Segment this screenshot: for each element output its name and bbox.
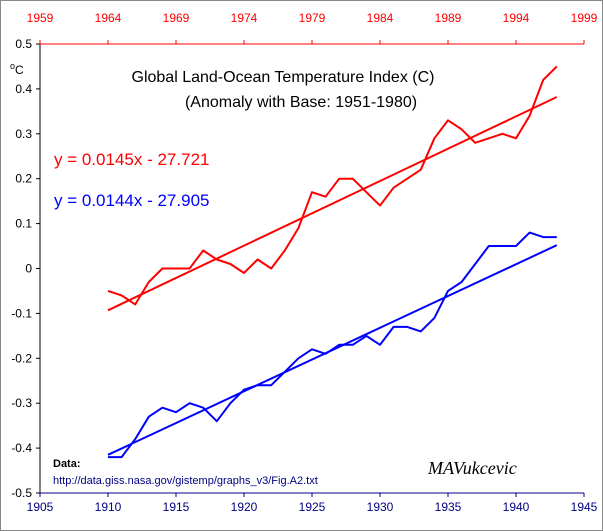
ticks-layer: 0.5 0.4 0.3 0.2 0.1 0 -0.1 -0.2 -0.3 -0.4 -0.51905… — [11, 11, 597, 514]
y-tick-label: -0.2 — [11, 351, 32, 365]
data-source-label: Data: — [53, 458, 81, 470]
y-tick-label: 0.2 — [15, 172, 32, 186]
blue-trend-equation: y = 0.0144x - 27.905 — [54, 191, 209, 210]
author-signature: MAVukcevic — [427, 458, 517, 478]
x-bottom-tick-label: 1940 — [503, 500, 530, 514]
x-top-tick-label: 1964 — [95, 11, 122, 25]
y-tick-label: -0.5 — [11, 486, 32, 500]
x-top-tick-label: 1999 — [571, 11, 598, 25]
y-tick-label: 0 — [25, 262, 32, 276]
x-bottom-tick-label: 1925 — [299, 500, 326, 514]
x-bottom-tick-label: 1945 — [571, 500, 598, 514]
data-source-url: http://data.giss.nasa.gov/gistemp/graphs… — [53, 475, 318, 487]
x-top-tick-label: 1984 — [367, 11, 394, 25]
y-tick-label: -0.4 — [11, 441, 32, 455]
y-tick-label: -0.1 — [11, 306, 32, 320]
y-unit-letter: C — [15, 63, 24, 77]
x-top-tick-label: 1969 — [163, 11, 190, 25]
y-axis-unit-label: oC — [10, 61, 24, 77]
y-tick-label: 0.3 — [15, 127, 32, 141]
blue-trend-line — [107, 244, 558, 456]
x-top-tick-label: 1974 — [231, 11, 258, 25]
x-bottom-tick-label: 1930 — [367, 500, 394, 514]
y-tick-label: 0.1 — [15, 217, 32, 231]
red-series-line — [107, 65, 558, 306]
x-bottom-tick-label: 1920 — [231, 500, 258, 514]
y-tick-label: 0.4 — [15, 82, 32, 96]
chart-subtitle: (Anomaly with Base: 1951-1980) — [185, 94, 417, 111]
x-top-tick-label: 1959 — [27, 11, 54, 25]
x-top-tick-label: 1989 — [435, 11, 462, 25]
chart-title: Global Land-Ocean Temperature Index (C) — [132, 69, 435, 86]
series-layer — [107, 65, 558, 459]
x-bottom-tick-label: 1905 — [27, 500, 54, 514]
x-top-tick-label: 1994 — [503, 11, 530, 25]
red-trend-equation: y = 0.0145x - 27.721 — [54, 150, 209, 169]
y-unit-degree: o — [10, 61, 15, 71]
y-tick-label: -0.3 — [11, 396, 32, 410]
x-bottom-tick-label: 1910 — [95, 500, 122, 514]
y-tick-label: 0.5 — [15, 37, 32, 51]
red-trend-line — [107, 96, 558, 312]
x-top-tick-label: 1979 — [299, 11, 326, 25]
x-bottom-tick-label: 1915 — [163, 500, 190, 514]
x-bottom-tick-label: 1935 — [435, 500, 462, 514]
